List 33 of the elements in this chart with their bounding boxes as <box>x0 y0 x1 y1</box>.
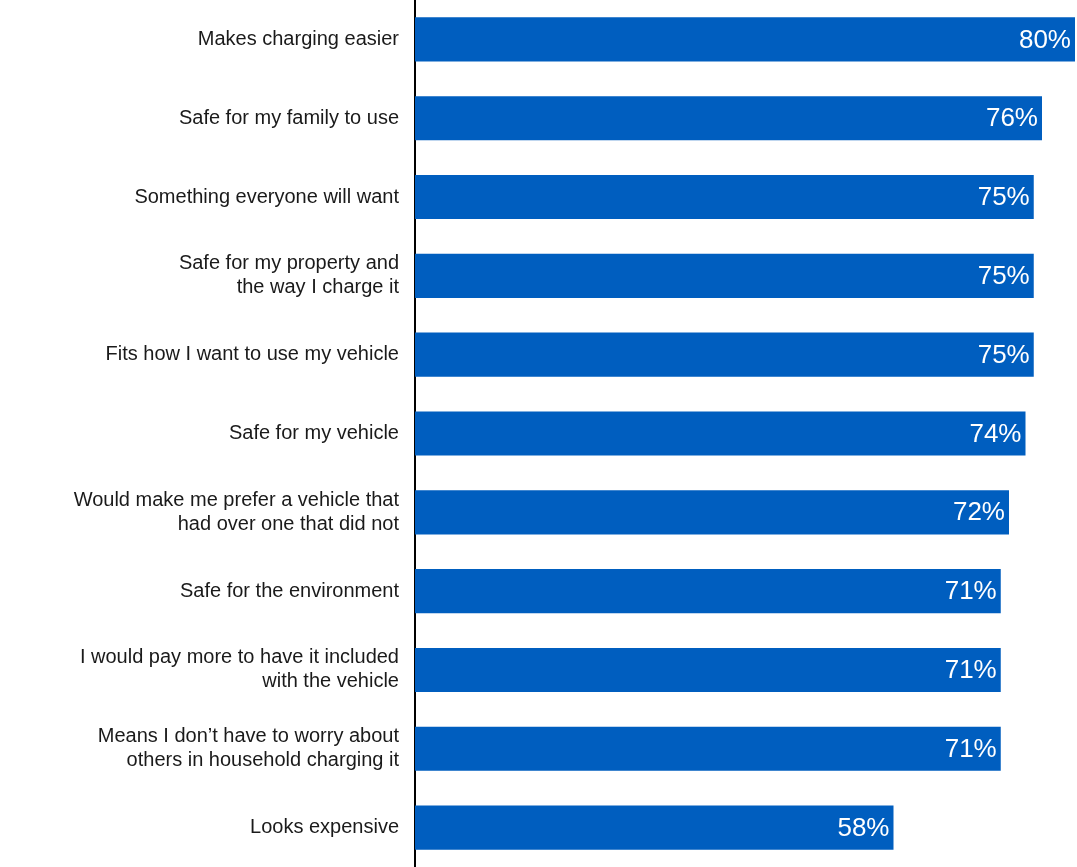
data-label: 71% <box>944 654 997 685</box>
bar <box>415 726 1001 771</box>
y-tick-label: Safe for my property and the way I charge it <box>178 251 400 298</box>
data-label: 75% <box>977 181 1030 212</box>
data-label: 71% <box>944 732 997 763</box>
bar <box>415 332 1034 377</box>
bar <box>415 647 1001 693</box>
data-label: 76% <box>985 102 1038 133</box>
bar <box>415 411 1026 456</box>
data-label: 58% <box>837 811 890 842</box>
data-label: 80% <box>1018 23 1071 54</box>
bar <box>415 805 894 850</box>
y-tick-label: Something everyone will want <box>134 184 400 207</box>
bar <box>415 490 1009 535</box>
y-tick-label: Safe for my family to use <box>178 105 399 128</box>
bar <box>415 17 1075 62</box>
bar <box>415 569 1001 614</box>
bar <box>415 253 1034 298</box>
y-tick-label: Safe for the environment <box>179 578 400 601</box>
y-tick-label: Would make me prefer a vehicle that had over one that did not <box>73 487 400 534</box>
y-tick-label: Looks expensive <box>250 815 399 838</box>
data-label: 72% <box>952 496 1005 527</box>
y-tick-label: Fits how I want to use my vehicle <box>105 342 399 365</box>
y-tick-label: Makes charging easier <box>197 26 400 49</box>
bar <box>415 96 1042 141</box>
data-label: 71% <box>944 575 997 606</box>
data-label: 75% <box>977 338 1030 369</box>
y-tick-label: Safe for my vehicle <box>228 421 399 444</box>
data-label: 74% <box>969 417 1022 448</box>
bar <box>415 174 1034 220</box>
y-tick-label: I would pay more to have it included with the vehicle <box>79 645 399 692</box>
y-tick-label: Means I don’t have to worry about others in household charging it <box>97 724 400 771</box>
data-label: 75% <box>977 260 1030 291</box>
